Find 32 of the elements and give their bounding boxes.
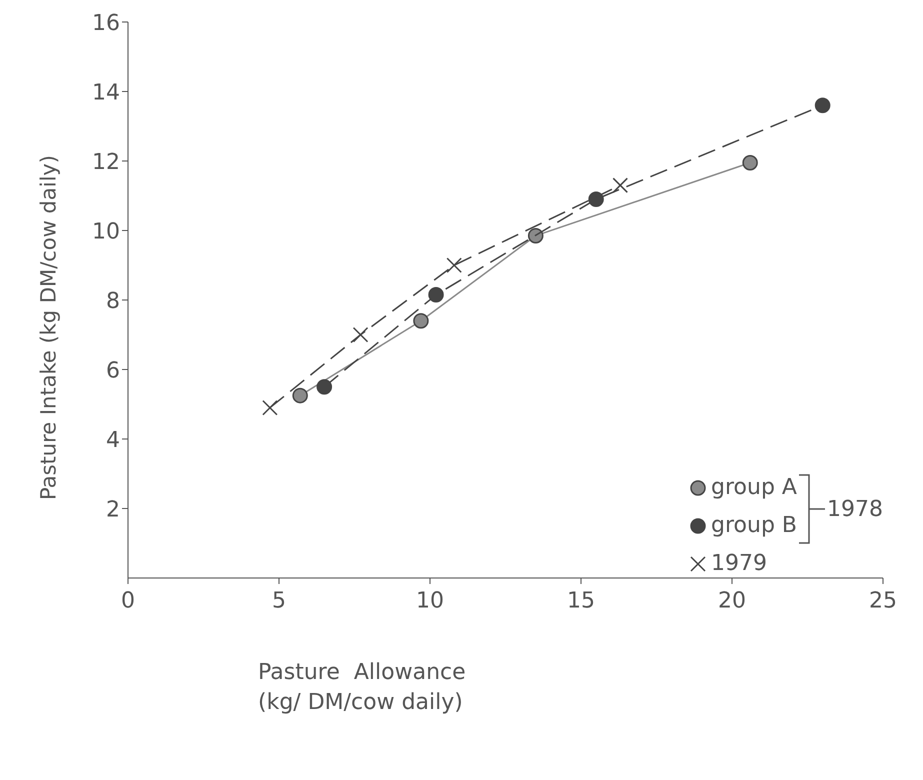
y-tick-label: 8 xyxy=(106,288,120,314)
y-tick-label: 16 xyxy=(92,10,120,36)
point xyxy=(742,154,758,170)
legend-label: group B xyxy=(711,512,797,540)
y-axis-title: Pasture Intake (kg DM/cow daily) xyxy=(36,155,60,500)
point xyxy=(262,400,278,416)
point xyxy=(352,327,368,342)
annotation: 1978 xyxy=(827,496,883,522)
x-tick-label: 0 xyxy=(121,588,135,614)
point xyxy=(446,258,462,273)
x-tick-label: 25 xyxy=(869,588,897,614)
point xyxy=(528,228,544,244)
x-tick-label: 20 xyxy=(718,588,746,614)
legend-label: 1979 xyxy=(711,550,768,578)
y-tick-label: 4 xyxy=(106,428,120,453)
legend-label: group A xyxy=(711,474,797,502)
y-tick-label: 6 xyxy=(106,358,120,384)
y-tick-label: 14 xyxy=(92,80,120,106)
point xyxy=(413,313,429,329)
point xyxy=(428,287,444,303)
x-tick-label: 10 xyxy=(416,588,444,614)
x-axis-title: Pasture Allowance (kg/ DM/cow daily) xyxy=(258,659,466,717)
x-tick-label: 15 xyxy=(567,588,595,614)
x-tick-label: 5 xyxy=(272,588,286,614)
point xyxy=(316,379,332,395)
point xyxy=(612,178,628,194)
y-tick-label: 12 xyxy=(92,150,120,175)
y-tick-label: 2 xyxy=(106,497,120,522)
point xyxy=(588,191,604,207)
y-tick-label: 10 xyxy=(92,219,120,244)
point xyxy=(292,388,308,404)
point xyxy=(814,98,830,114)
